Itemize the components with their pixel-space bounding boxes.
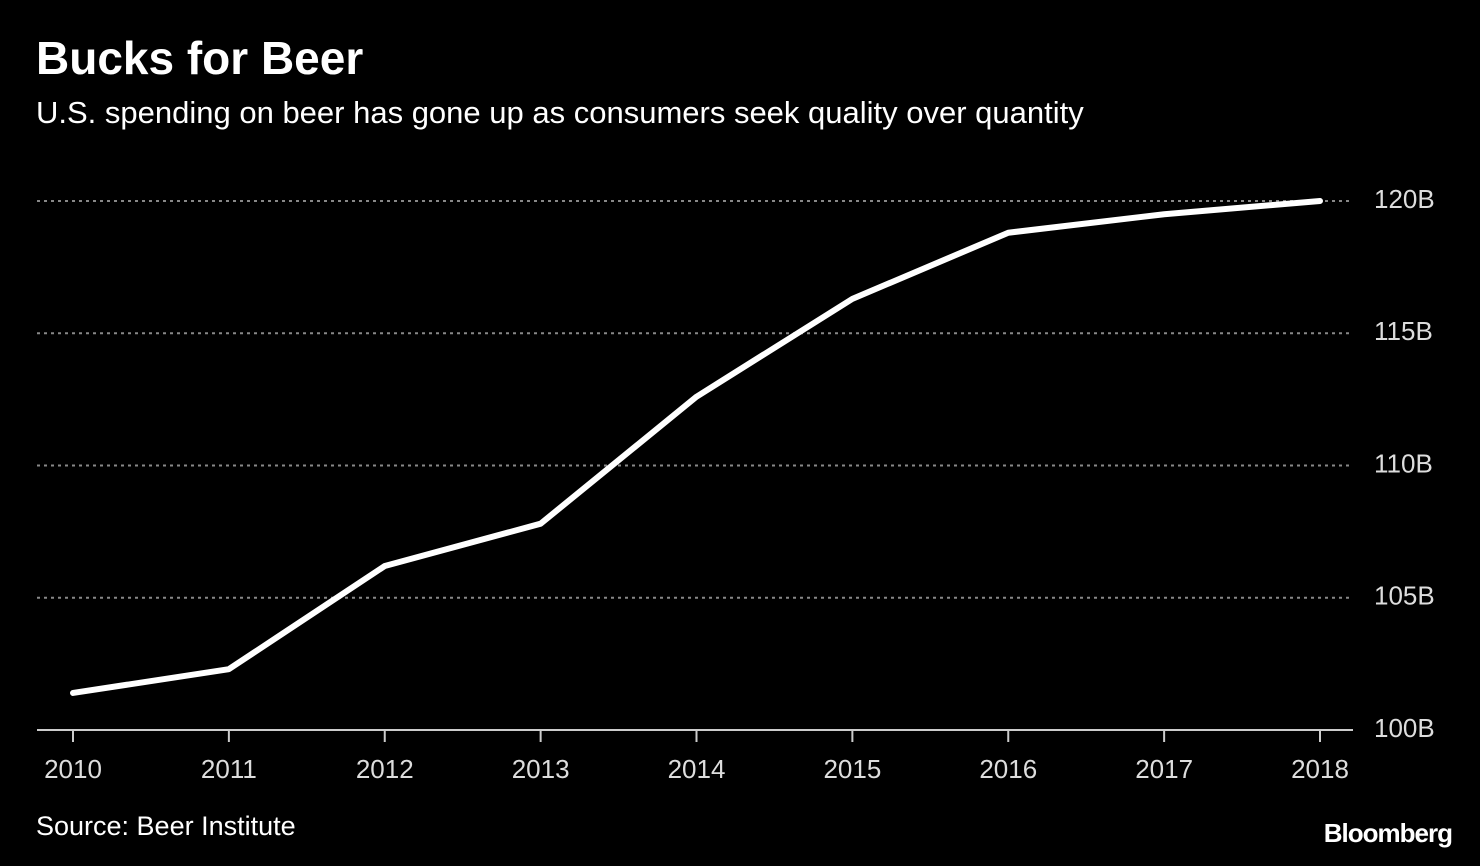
x-tick-label: 2010 bbox=[44, 754, 102, 784]
y-tick-label: 105B bbox=[1374, 581, 1435, 611]
x-tick-label: 2014 bbox=[668, 754, 726, 784]
data-line bbox=[70, 198, 1323, 696]
x-tick-label: 2011 bbox=[201, 754, 257, 784]
chart-subtitle: U.S. spending on beer has gone up as con… bbox=[36, 95, 1084, 130]
y-tick-label: 115B bbox=[1374, 316, 1433, 346]
x-tick-label: 2018 bbox=[1291, 754, 1349, 784]
x-tick-label: 2012 bbox=[356, 754, 414, 784]
source-note: Source: Beer Institute bbox=[36, 811, 296, 841]
x-tick-label: 2016 bbox=[979, 754, 1037, 784]
chart-title: Bucks for Beer bbox=[36, 32, 363, 84]
y-tick-label: 110B bbox=[1374, 448, 1433, 478]
x-tick-label: 2013 bbox=[512, 754, 570, 784]
x-tick-label: 2015 bbox=[823, 754, 881, 784]
x-tick-label: 2017 bbox=[1135, 754, 1193, 784]
y-tick-label: 120B bbox=[1374, 184, 1435, 214]
y-tick-label: 100B bbox=[1374, 713, 1435, 743]
brand-logo: Bloomberg bbox=[1324, 818, 1452, 848]
